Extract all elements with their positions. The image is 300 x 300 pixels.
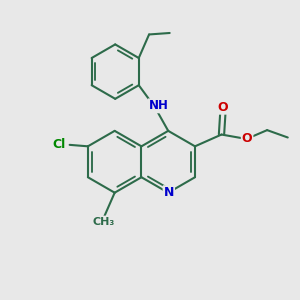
Text: O: O (242, 132, 252, 145)
Text: N: N (164, 186, 174, 199)
Text: O: O (218, 101, 228, 114)
Text: NH: NH (148, 99, 168, 112)
Text: Cl: Cl (52, 138, 66, 151)
Text: CH₃: CH₃ (93, 217, 115, 226)
